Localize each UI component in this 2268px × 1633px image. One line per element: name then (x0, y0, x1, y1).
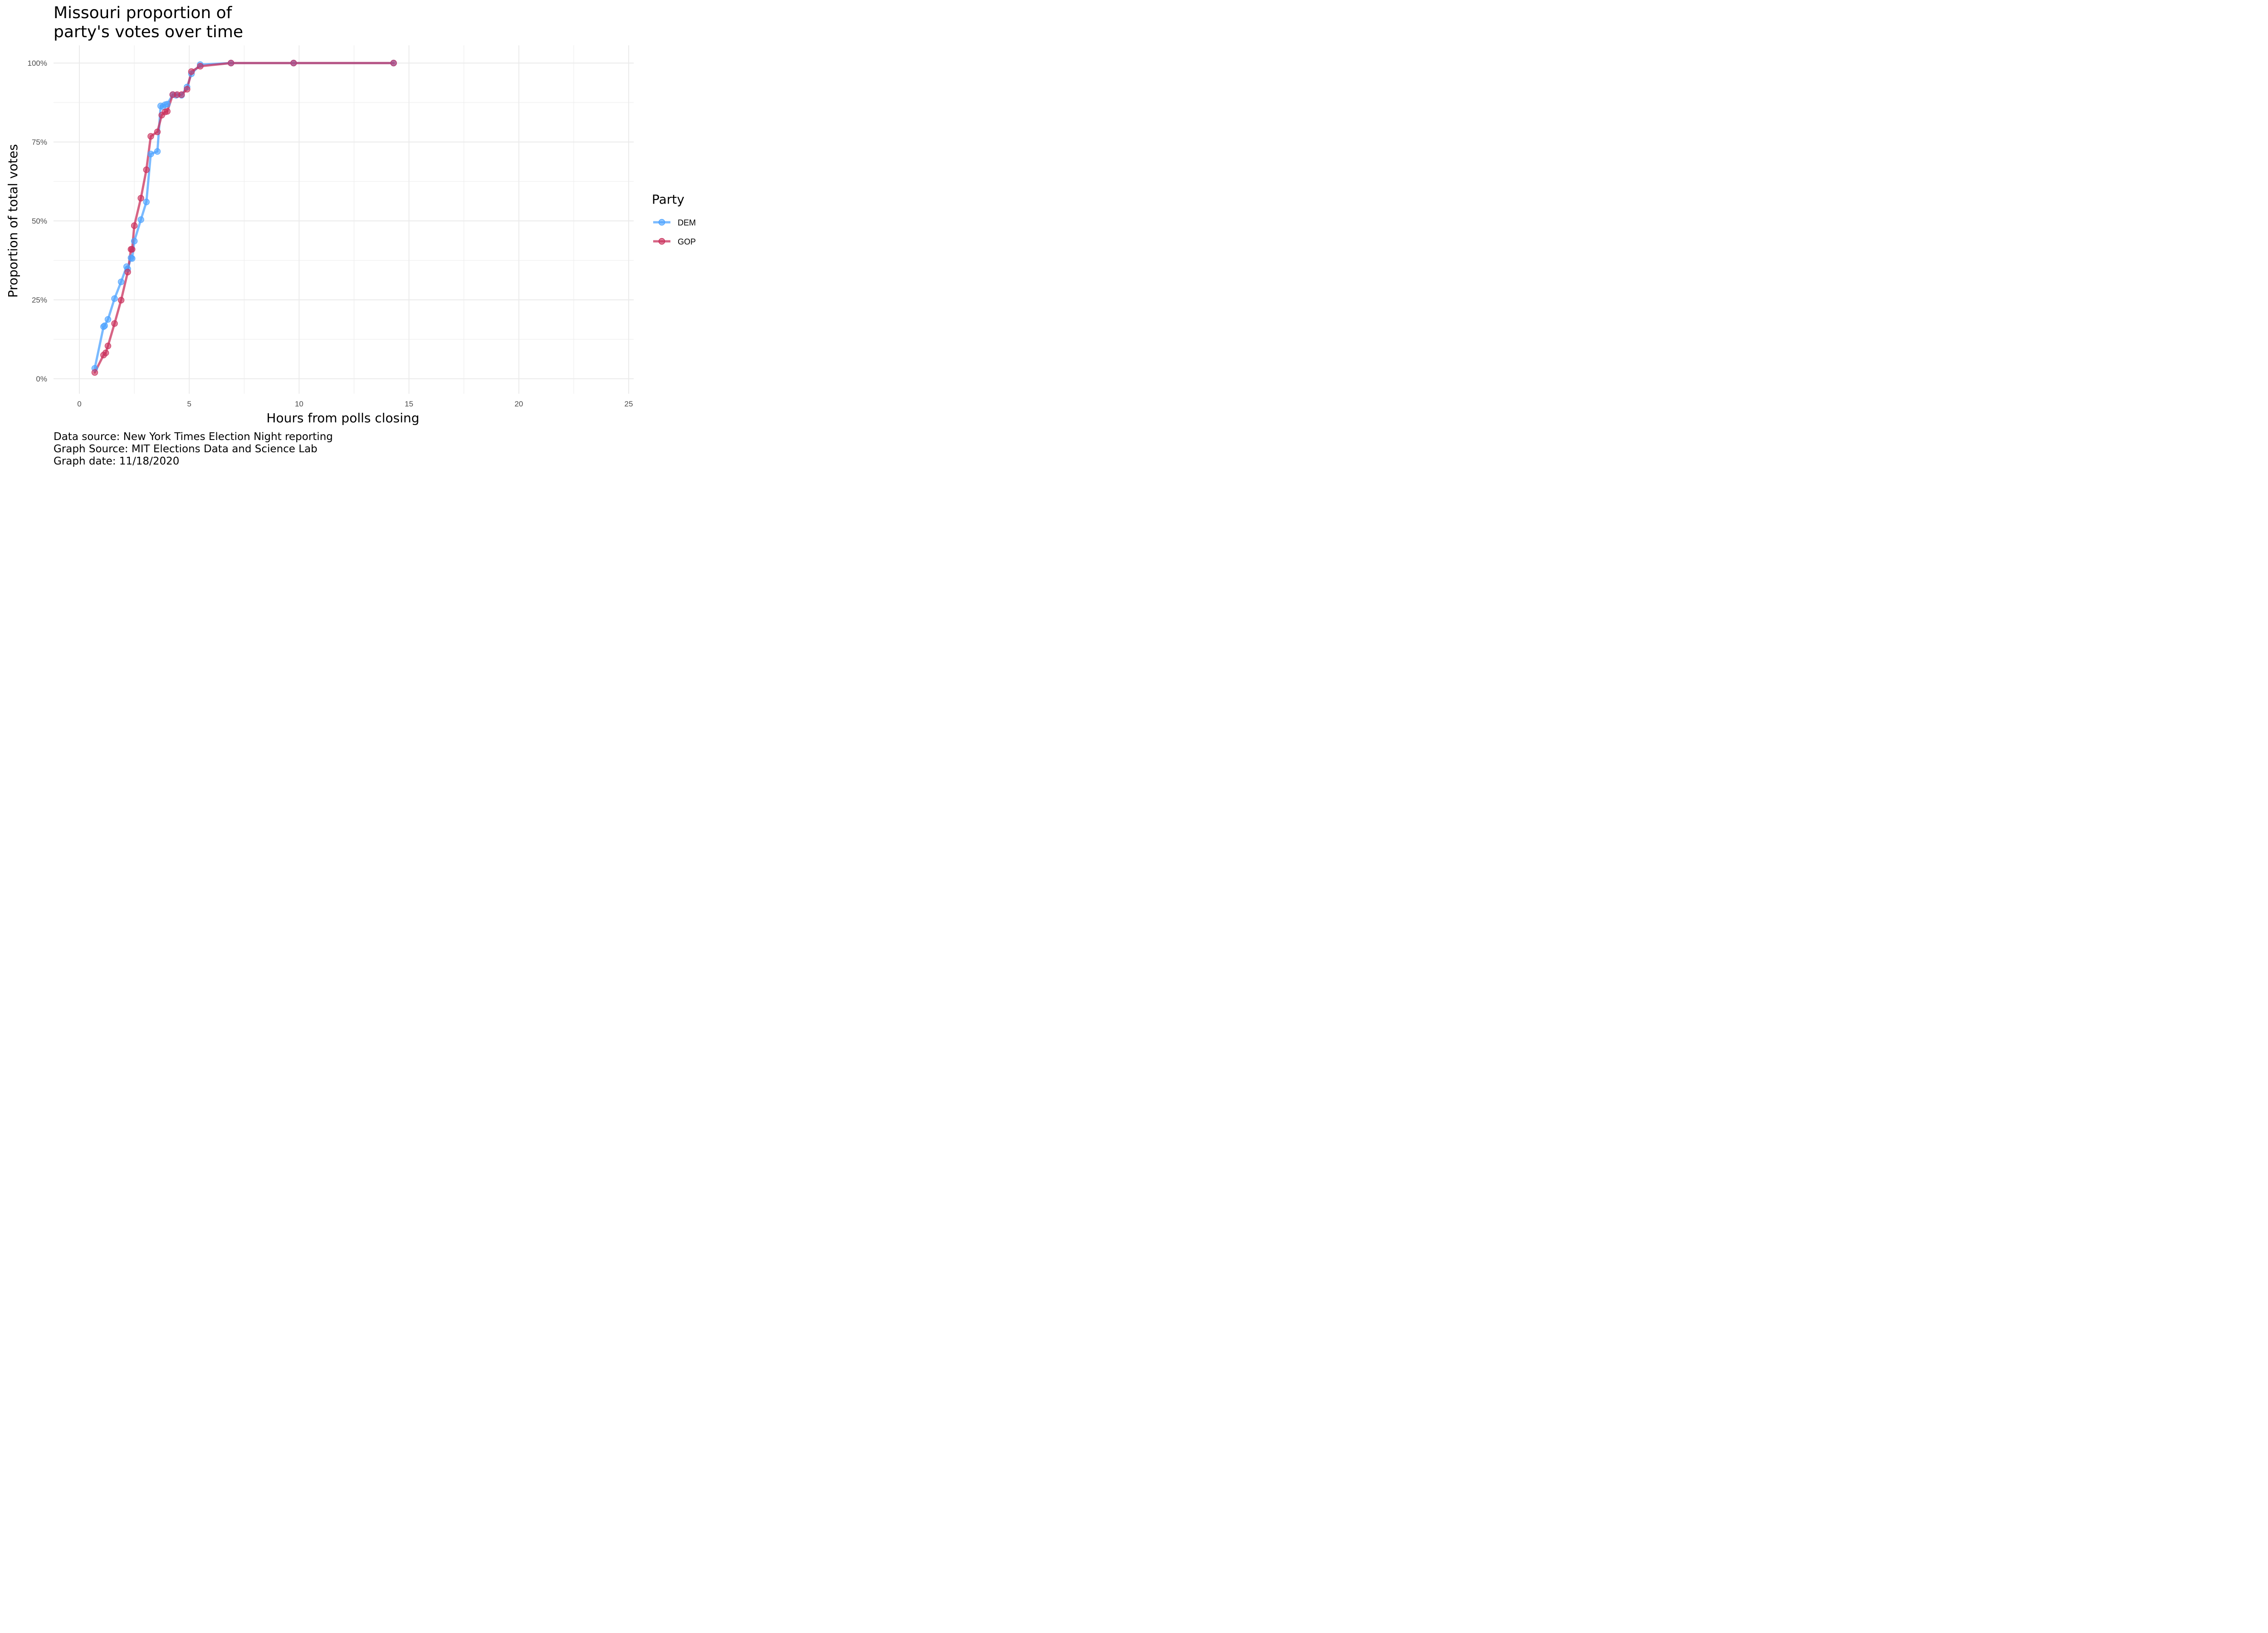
legend-key-point (658, 219, 665, 226)
data-point-gop (188, 68, 195, 75)
caption-graph-source: Graph Source: MIT Elections Data and Sci… (54, 443, 318, 455)
x-tick-label: 0 (77, 400, 81, 408)
series-points (91, 59, 397, 376)
data-point-gop (197, 63, 204, 70)
y-tick-label: 100% (28, 59, 47, 68)
gridlines (54, 45, 634, 394)
y-tick-label: 25% (32, 296, 47, 304)
legend-label: DEM (678, 218, 696, 227)
data-point-gop (164, 108, 171, 115)
chart-title: Missouri proportion of party's votes ove… (54, 4, 244, 41)
caption-graph-date: Graph date: 11/18/2020 (54, 455, 180, 467)
y-axis-title: Proportion of total votes (5, 144, 20, 298)
data-point-dem (154, 148, 161, 155)
y-tick-labels: 0% 25% 50% 75% 100% (28, 59, 47, 383)
data-point-dem (147, 151, 154, 157)
data-point-dem (164, 101, 171, 108)
data-point-gop (390, 59, 397, 67)
data-point-dem (131, 238, 138, 244)
legend-item-gop: GOP (653, 237, 696, 246)
x-tick-label: 15 (405, 400, 413, 408)
y-tick-label: 75% (32, 138, 47, 147)
data-point-dem (101, 322, 108, 329)
y-tick-label: 0% (36, 375, 47, 383)
data-point-gop (147, 133, 154, 140)
line-chart: 0% 25% 50% 75% 100% 0 5 10 15 20 25 Hours from po… (5, 45, 696, 425)
data-point-gop (111, 320, 118, 327)
caption-data-source: Data source: New York Times Election Nig… (54, 431, 333, 443)
data-point-gop (290, 59, 297, 67)
data-point-gop (131, 222, 138, 229)
data-point-gop (102, 349, 109, 357)
x-axis-title: Hours from polls closing (266, 411, 419, 425)
legend-key-point (658, 238, 665, 245)
caption: Data source: New York Times Election Nig… (54, 431, 333, 468)
data-point-gop (124, 269, 131, 276)
data-point-gop (104, 342, 112, 349)
data-point-gop (143, 166, 150, 173)
legend-title: Party (652, 192, 684, 207)
data-point-gop (184, 86, 191, 93)
data-point-gop (91, 369, 98, 376)
data-point-gop (227, 59, 235, 67)
data-point-dem (104, 316, 112, 323)
data-point-gop (137, 195, 144, 202)
x-tick-label: 20 (514, 400, 523, 408)
data-point-dem (117, 279, 125, 285)
data-point-gop (178, 91, 185, 98)
data-point-dem (111, 295, 118, 302)
legend-label: GOP (678, 237, 696, 246)
x-tick-labels: 0 5 10 15 20 25 (77, 400, 633, 408)
data-point-gop (154, 128, 161, 135)
data-point-dem (137, 216, 144, 223)
legend: Party DEM GOP (652, 192, 696, 246)
x-tick-label: 5 (187, 400, 191, 408)
x-tick-label: 10 (295, 400, 303, 408)
data-point-dem (143, 198, 150, 205)
data-point-gop (117, 297, 125, 303)
y-tick-label: 50% (32, 217, 47, 225)
legend-item-dem: DEM (653, 218, 696, 227)
data-point-gop (129, 246, 136, 253)
data-point-dem (129, 255, 136, 262)
x-tick-label: 25 (625, 400, 633, 408)
